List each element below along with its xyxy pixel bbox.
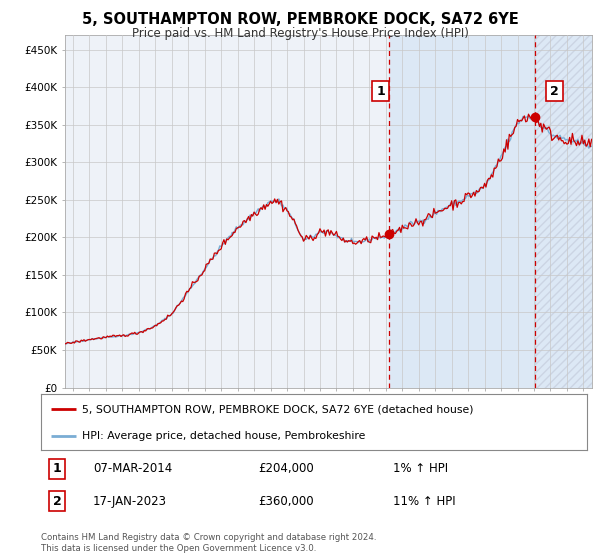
Text: 11% ↑ HPI: 11% ↑ HPI [393,494,455,508]
Text: 2: 2 [550,85,559,97]
Text: £360,000: £360,000 [258,494,314,508]
Text: HPI: Average price, detached house, Pembrokeshire: HPI: Average price, detached house, Pemb… [82,431,365,441]
Text: 2: 2 [53,494,61,508]
Bar [389,35,592,388]
Text: 1: 1 [376,85,385,97]
Text: 1: 1 [53,462,61,475]
Text: 17-JAN-2023: 17-JAN-2023 [93,494,167,508]
Text: Contains HM Land Registry data © Crown copyright and database right 2024.
This d: Contains HM Land Registry data © Crown c… [41,533,376,553]
Text: 5, SOUTHAMPTON ROW, PEMBROKE DOCK, SA72 6YE (detached house): 5, SOUTHAMPTON ROW, PEMBROKE DOCK, SA72 … [82,404,473,414]
Text: Price paid vs. HM Land Registry's House Price Index (HPI): Price paid vs. HM Land Registry's House … [131,27,469,40]
Text: 07-MAR-2014: 07-MAR-2014 [93,462,172,475]
Text: £204,000: £204,000 [258,462,314,475]
Text: 1% ↑ HPI: 1% ↑ HPI [393,462,448,475]
Text: 5, SOUTHAMPTON ROW, PEMBROKE DOCK, SA72 6YE: 5, SOUTHAMPTON ROW, PEMBROKE DOCK, SA72 … [82,12,518,27]
Bar [535,35,592,388]
